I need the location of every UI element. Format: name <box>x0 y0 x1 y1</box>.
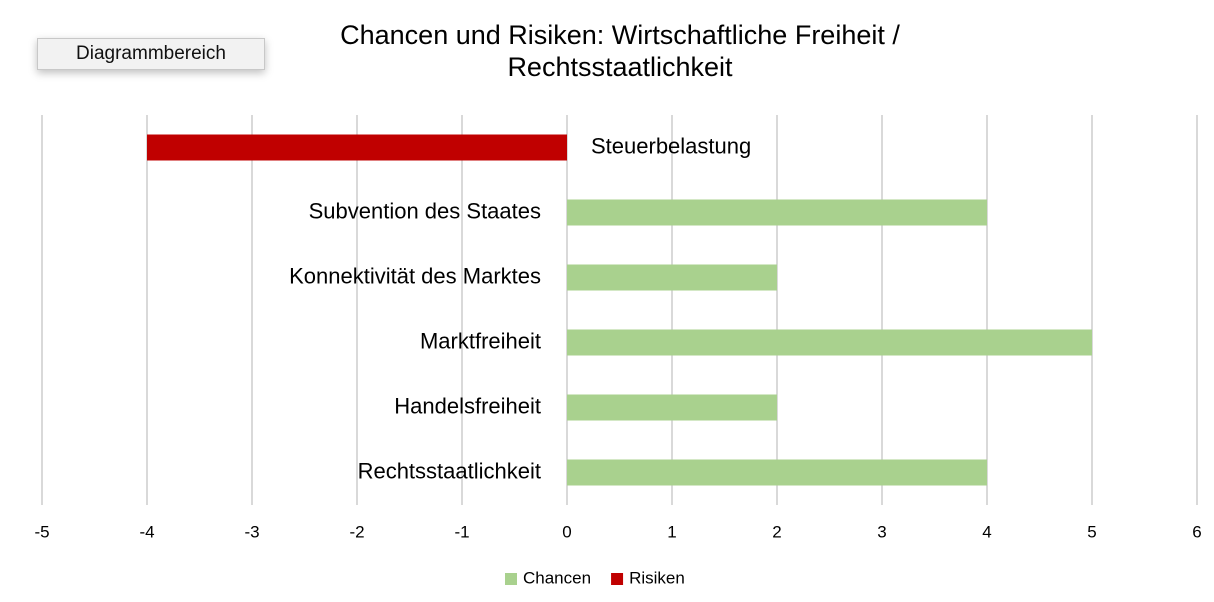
category-label: Steuerbelastung <box>591 133 751 158</box>
legend-label: Chancen <box>523 568 591 587</box>
x-tick-label: -3 <box>244 522 259 541</box>
legend-swatch <box>505 573 517 585</box>
x-tick-label: 0 <box>562 522 571 541</box>
chart-title: Rechtsstaatlichkeit <box>507 52 733 82</box>
category-label: Handelsfreiheit <box>394 393 541 418</box>
x-tick-label: -4 <box>139 522 154 541</box>
legend-label: Risiken <box>629 568 685 587</box>
x-tick-label: -1 <box>454 522 469 541</box>
x-tick-label: 6 <box>1192 522 1201 541</box>
category-label: Rechtsstaatlichkeit <box>358 458 541 483</box>
legend-swatch <box>611 573 624 585</box>
bar <box>567 199 987 226</box>
category-label: Konnektivität des Marktes <box>289 263 541 288</box>
x-tick-label: 2 <box>772 522 781 541</box>
chart-title: Chancen und Risiken: Wirtschaftliche Fre… <box>340 20 900 50</box>
x-tick-label: 5 <box>1087 522 1096 541</box>
x-tick-label: -2 <box>349 522 364 541</box>
bar <box>567 459 987 486</box>
bar <box>567 394 777 421</box>
category-label: Marktfreiheit <box>420 328 541 353</box>
x-tick-label: 3 <box>877 522 886 541</box>
tooltip: Diagrammbereich <box>37 38 265 70</box>
x-tick-label: -5 <box>34 522 49 541</box>
category-label: Subvention des Staates <box>309 198 541 223</box>
x-tick-label: 4 <box>982 522 991 541</box>
x-tick-label: 1 <box>667 522 676 541</box>
bar <box>567 264 777 291</box>
bar <box>567 329 1092 356</box>
bar <box>147 134 567 161</box>
